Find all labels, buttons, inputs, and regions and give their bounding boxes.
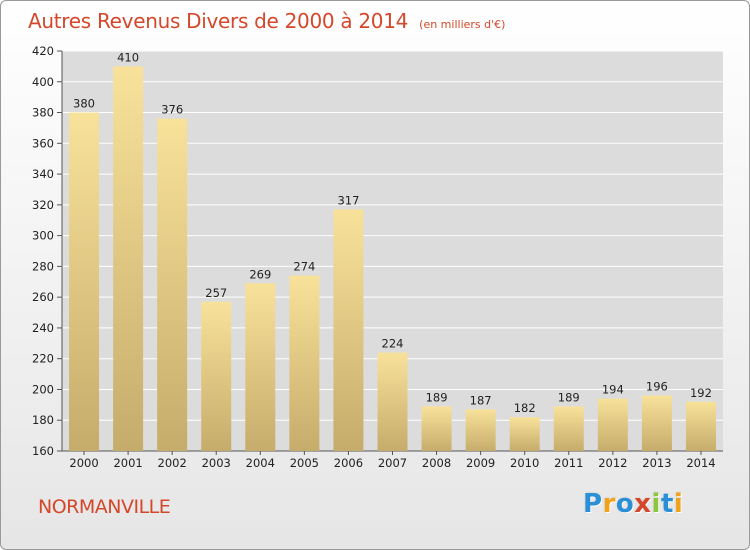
bar xyxy=(113,66,144,451)
y-tick-label: 180 xyxy=(32,413,54,427)
x-tick-label: 2001 xyxy=(113,456,142,470)
bar xyxy=(685,401,716,451)
bar xyxy=(289,275,320,451)
place-name: NORMANVILLE xyxy=(38,496,171,518)
logo-letter: P xyxy=(583,489,603,519)
logo-letter: t xyxy=(660,489,674,519)
x-tick-label: 2010 xyxy=(510,456,539,470)
data-label: 410 xyxy=(117,50,139,64)
bar xyxy=(157,118,188,451)
chart-title-block: Autres Revenus Divers de 2000 à 2014 (en… xyxy=(28,9,505,33)
data-label: 192 xyxy=(690,386,712,400)
bar xyxy=(333,209,364,451)
logo-letter: r xyxy=(602,489,616,519)
x-tick-label: 2013 xyxy=(642,456,671,470)
x-tick-label: 2014 xyxy=(686,456,715,470)
x-tick-label: 2007 xyxy=(378,456,407,470)
y-tick-label: 340 xyxy=(32,167,54,181)
x-tick-label: 2008 xyxy=(422,456,451,470)
y-tick-label: 400 xyxy=(32,75,54,89)
proxiti-logo[interactable]: Proxiti xyxy=(583,489,683,519)
y-tick-label: 220 xyxy=(32,352,54,366)
x-tick-label: 2000 xyxy=(69,456,98,470)
logo-letter: x xyxy=(634,489,652,519)
bar xyxy=(465,409,496,451)
data-label: 182 xyxy=(514,401,536,415)
data-label: 187 xyxy=(470,393,492,407)
bar xyxy=(509,417,540,451)
data-label: 224 xyxy=(382,337,404,351)
x-tick-label: 2009 xyxy=(466,456,495,470)
logo-letter: i xyxy=(651,489,661,519)
x-tick-label: 2012 xyxy=(598,456,627,470)
bar xyxy=(421,406,452,451)
data-label: 189 xyxy=(426,390,448,404)
bar xyxy=(201,301,232,451)
y-tick-label: 320 xyxy=(32,198,54,212)
data-label: 196 xyxy=(646,380,668,394)
y-tick-label: 200 xyxy=(32,382,54,396)
x-tick-label: 2011 xyxy=(554,456,583,470)
y-tick-label: 420 xyxy=(32,44,54,58)
bar xyxy=(245,283,276,451)
data-label: 194 xyxy=(602,383,624,397)
y-tick-label: 260 xyxy=(32,290,54,304)
data-label: 274 xyxy=(293,260,315,274)
y-tick-label: 240 xyxy=(32,321,54,335)
y-tick-label: 360 xyxy=(32,136,54,150)
logo-letter: o xyxy=(615,489,635,519)
y-tick-label: 380 xyxy=(32,106,54,120)
bar xyxy=(553,406,584,451)
data-label: 380 xyxy=(73,97,95,111)
x-tick-label: 2004 xyxy=(246,456,275,470)
chart-title: Autres Revenus Divers de 2000 à 2014 xyxy=(28,9,409,33)
data-label: 257 xyxy=(205,286,227,300)
data-label: 317 xyxy=(337,193,359,207)
data-label: 269 xyxy=(249,267,271,281)
y-tick-label: 280 xyxy=(32,259,54,273)
x-tick-label: 2002 xyxy=(158,456,187,470)
data-label: 189 xyxy=(558,390,580,404)
bar xyxy=(377,352,408,451)
x-tick-label: 2005 xyxy=(290,456,319,470)
y-tick-label: 300 xyxy=(32,229,54,243)
chart-subtitle: (en milliers d'€) xyxy=(419,18,506,31)
bar xyxy=(69,112,100,452)
y-tick-label: 160 xyxy=(32,444,54,458)
x-tick-label: 2003 xyxy=(202,456,231,470)
bar xyxy=(597,398,628,451)
bar xyxy=(641,395,672,451)
x-tick-label: 2006 xyxy=(334,456,363,470)
logo-letter: i xyxy=(673,489,684,519)
data-label: 376 xyxy=(161,103,183,117)
